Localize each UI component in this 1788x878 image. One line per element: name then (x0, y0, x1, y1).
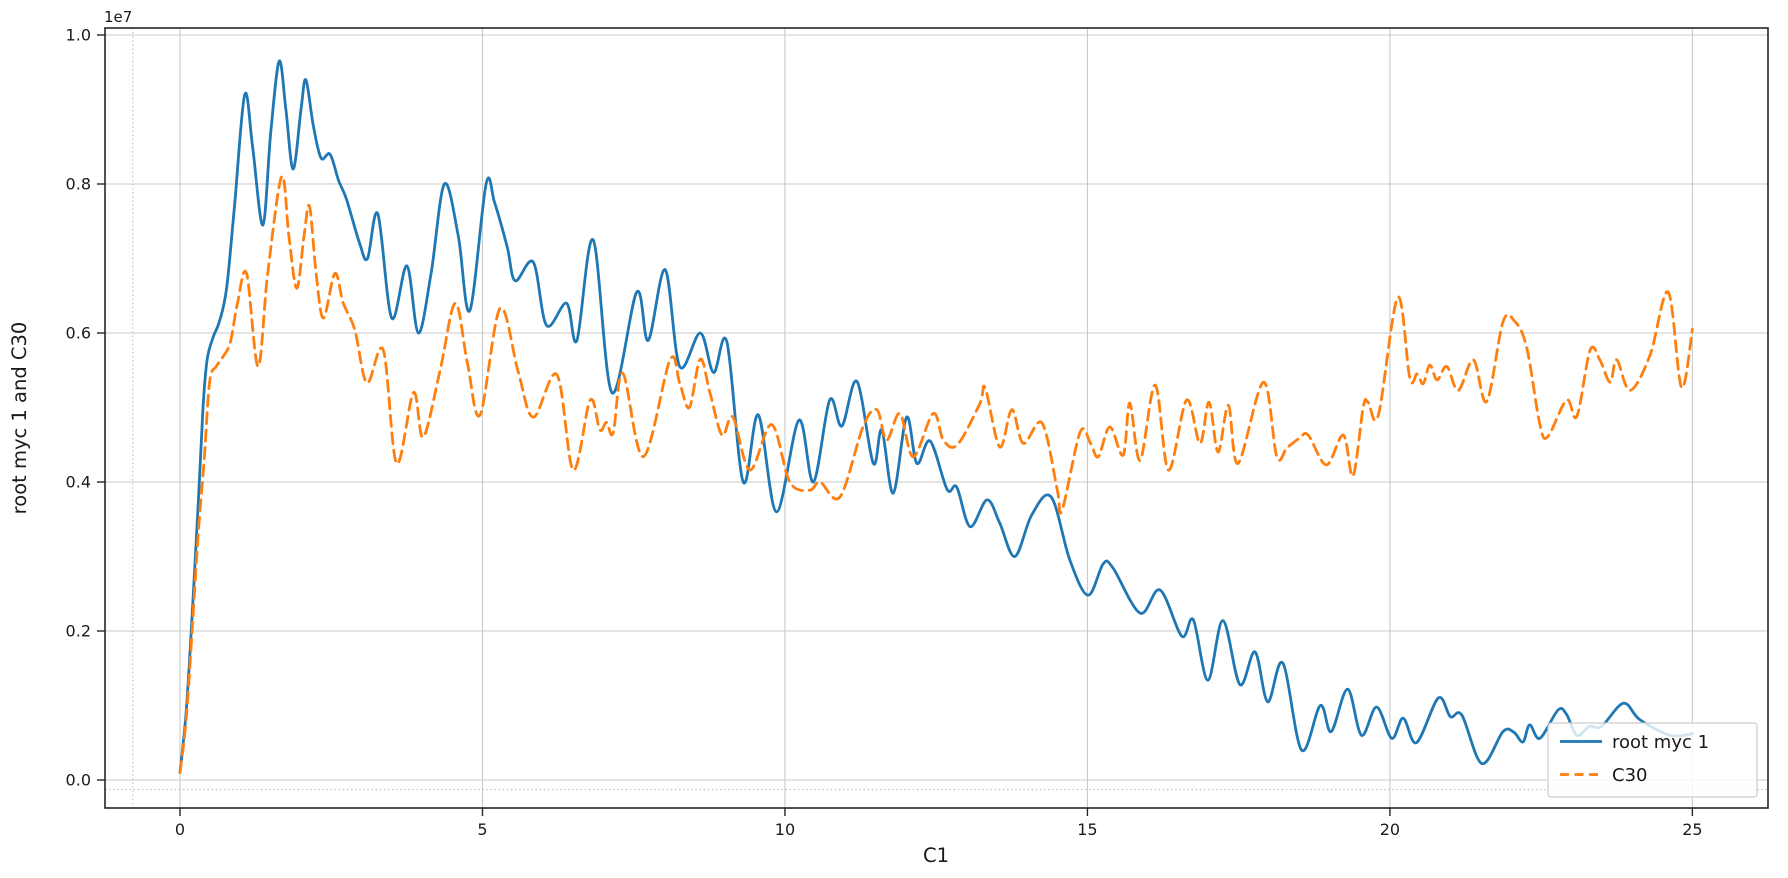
axis-ticks (97, 34, 1694, 816)
x-tick-label: 20 (1380, 820, 1400, 839)
y-axis-label: root myc 1 and C30 (8, 322, 31, 515)
y-tick-label: 0.0 (66, 770, 91, 789)
y-tick-label: 0.8 (66, 175, 91, 194)
tick-labels: 0 5 10 15 20 25 0.0 0.2 0.4 0.6 0.8 1.0 (66, 26, 1703, 839)
y-tick-label: 0.2 (66, 621, 91, 640)
x-tick-label: 5 (477, 820, 487, 839)
x-axis-label: C1 (923, 844, 949, 867)
data-series (178, 59, 1694, 774)
legend-label-2: C30 (1612, 765, 1647, 786)
y-axis-offset-text: 1e7 (104, 8, 132, 26)
legend: root myc 1 C30 (1547, 722, 1758, 798)
x-tick-label: 10 (775, 820, 795, 839)
x-tick-label: 15 (1077, 820, 1097, 839)
minor-dotted-guides (105, 28, 1768, 808)
x-tick-label: 0 (175, 820, 185, 839)
y-tick-label: 0.6 (66, 323, 91, 342)
legend-label-1: root myc 1 (1612, 732, 1709, 753)
series-line-root-myc-1 (178, 59, 1694, 774)
y-tick-label: 1.0 (66, 26, 91, 45)
axes-frame (104, 27, 1769, 809)
x-tick-label: 25 (1682, 820, 1702, 839)
gridlines (105, 28, 1768, 808)
series-line-c30 (178, 174, 1694, 774)
y-tick-label: 0.4 (66, 472, 91, 491)
